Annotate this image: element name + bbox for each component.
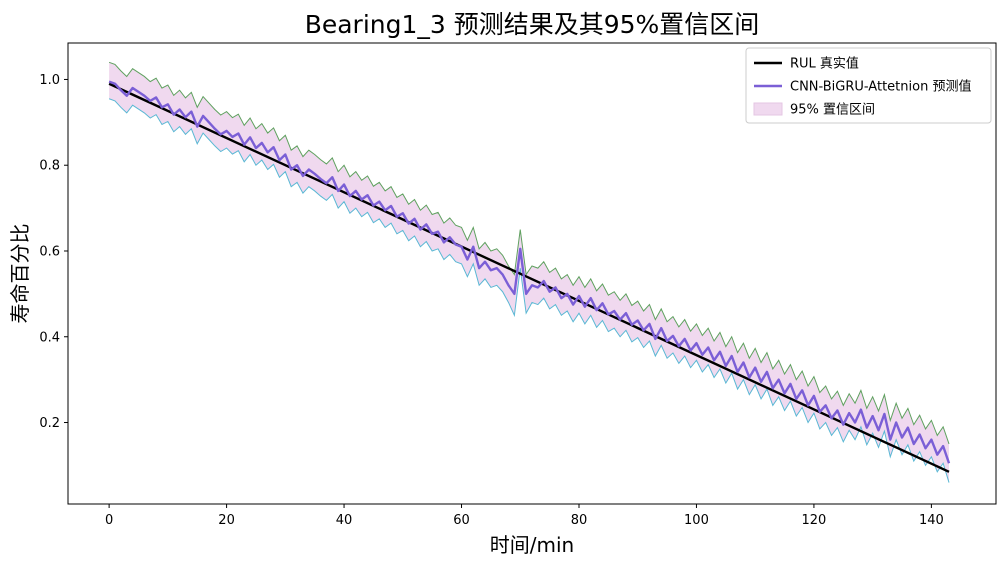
y-tick-label: 0.8 [39,159,60,174]
x-tick-label: 20 [218,513,235,528]
x-tick-label: 120 [802,513,827,528]
tick-layer: 0 20 40 60 80 100 120 140 0.2 0.4 0.6 0.8 1.0 [39,73,943,528]
x-tick-label: 0 [105,513,113,528]
x-tick-label: 40 [336,513,353,528]
confidence-lower-line [108,98,950,483]
plot-frame [67,42,997,505]
y-axis-label: 寿命百分比 [8,224,32,324]
chart-title: Bearing1_3 预测结果及其95%置信区间 [305,10,760,39]
legend-label: CNN-BiGRU-Attetnion 预测值 [790,79,971,95]
confidence-band-area [109,62,950,483]
x-axis-label: 时间/min [490,533,574,557]
x-tick-label: 80 [571,513,588,528]
y-tick-label: 0.2 [39,416,60,431]
confidence-band-layer [108,61,950,483]
y-tick-label: 1.0 [39,73,60,88]
y-tick-label: 0.6 [39,244,60,259]
y-tick-label: 0.4 [39,330,60,345]
series-line-layer [108,80,951,473]
x-tick-label: 140 [919,513,944,528]
true-rul-line [108,82,950,473]
x-tick-label: 60 [453,513,470,528]
legend-entries: RUL 真实值 CNN-BiGRU-Attetnion 预测值 95% 置信区间 [753,56,971,118]
prediction-line [108,80,951,464]
confidence-upper-line [108,61,950,445]
legend: RUL 真实值 CNN-BiGRU-Attetnion 预测值 95% 置信区间 [745,47,992,124]
legend-box [745,47,992,124]
legend-label: RUL 真实值 [790,56,859,72]
x-tick-label: 100 [684,513,709,528]
legend-label: 95% 置信区间 [790,103,875,118]
legend-swatch-band [753,102,783,116]
